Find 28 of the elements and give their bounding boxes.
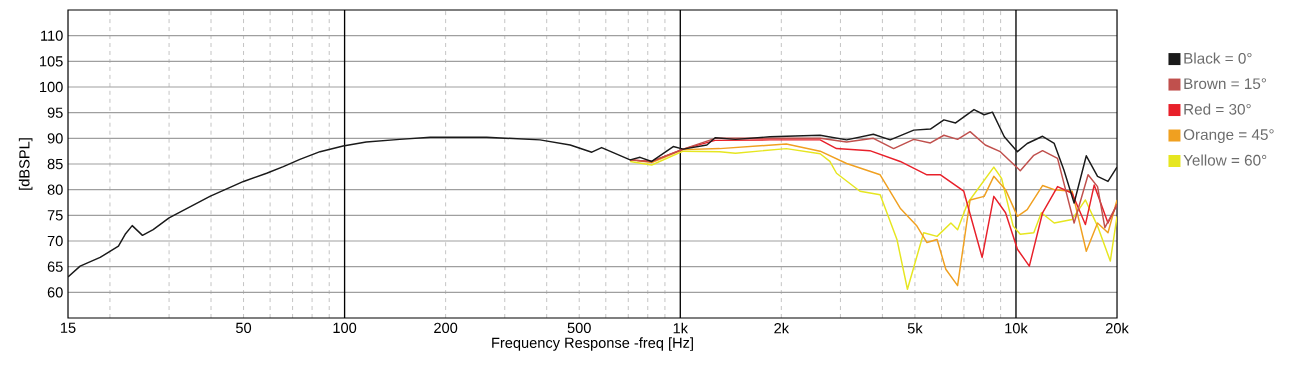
- y-tick-label: 75: [47, 210, 63, 221]
- x-axis-title: Frequency Response -freq [Hz]: [492, 337, 693, 351]
- legend-label: Yellow = 60°: [1183, 154, 1267, 166]
- legend-label: Black = 0°: [1184, 52, 1252, 64]
- x-tick-label: 50: [235, 322, 252, 334]
- x-tick-label: 500: [567, 322, 591, 334]
- y-tick-label: 105: [40, 56, 63, 67]
- y-tick-label: 110: [41, 30, 63, 41]
- legend-label: Brown = 15°: [1184, 78, 1266, 90]
- x-tick-label: 100: [333, 322, 357, 334]
- y-tick-label: 100: [40, 81, 63, 93]
- x-tick-label: 5k: [907, 322, 923, 334]
- x-tick-label: 200: [434, 322, 458, 334]
- y-tick-label: 80: [47, 184, 63, 195]
- y-tick-label: 60: [47, 287, 63, 298]
- y-tick-label: 70: [47, 235, 63, 247]
- y-tick-label: 90: [47, 133, 63, 144]
- y-tick-label: 85: [47, 158, 63, 170]
- x-tick-label: 20k: [1105, 322, 1129, 334]
- legend-label: Red = 30°: [1184, 103, 1251, 115]
- y-axis-title: [dBSPL]: [18, 138, 33, 190]
- x-tick-label: 15: [60, 322, 76, 333]
- x-tick-label: 2k: [774, 322, 790, 334]
- x-tick-label: 10k: [1005, 322, 1028, 334]
- x-tick-label: 1k: [673, 322, 689, 334]
- y-tick-label: 95: [47, 107, 63, 118]
- y-tick-label: 65: [47, 261, 63, 272]
- legend-label: Orange = 45°: [1183, 129, 1274, 144]
